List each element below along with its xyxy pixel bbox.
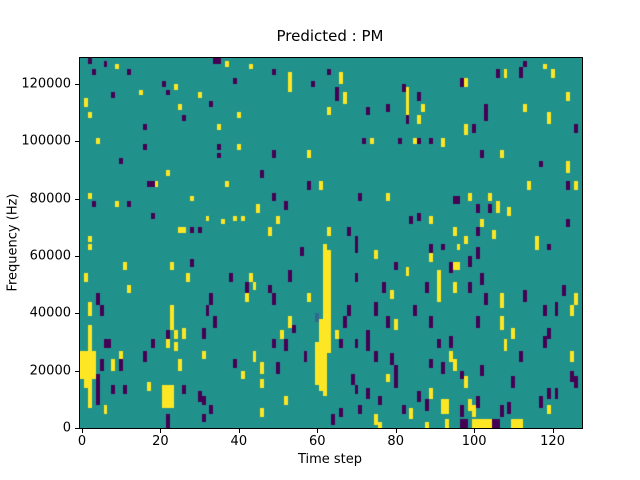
- y-tick-label: 100000: [21, 133, 71, 149]
- x-tick: [238, 429, 240, 433]
- heatmap-canvas: [80, 58, 582, 428]
- y-tick: [75, 428, 79, 429]
- y-tick: [75, 255, 79, 257]
- x-tick: [552, 429, 554, 433]
- y-tick: [75, 198, 79, 200]
- y-tick-label: 120000: [21, 76, 71, 92]
- x-tick-label: 0: [77, 434, 87, 449]
- x-tick: [395, 429, 397, 433]
- x-tick-label: 60: [308, 434, 326, 449]
- y-tick-label: 0: [62, 420, 71, 436]
- y-tick-label: 20000: [29, 363, 71, 379]
- plot-area: [79, 57, 583, 429]
- y-tick-label: 40000: [29, 305, 71, 321]
- y-tick-label: 60000: [29, 248, 71, 264]
- x-tick-label: 20: [152, 434, 169, 449]
- y-tick: [75, 83, 79, 85]
- x-tick: [81, 429, 83, 433]
- y-tick: [75, 313, 79, 315]
- x-tick: [317, 429, 319, 433]
- x-tick-label: 100: [461, 434, 487, 449]
- x-tick: [474, 429, 476, 433]
- plot-title: Predicted : PM: [276, 27, 384, 45]
- y-tick: [75, 141, 79, 143]
- x-tick-label: 40: [230, 434, 248, 449]
- x-axis-label: Time step: [297, 452, 363, 467]
- x-tick-label: 80: [387, 434, 404, 449]
- y-tick: [75, 370, 79, 372]
- y-tick-label: 80000: [29, 191, 71, 207]
- x-tick-label: 120: [540, 434, 565, 449]
- x-tick: [160, 429, 162, 433]
